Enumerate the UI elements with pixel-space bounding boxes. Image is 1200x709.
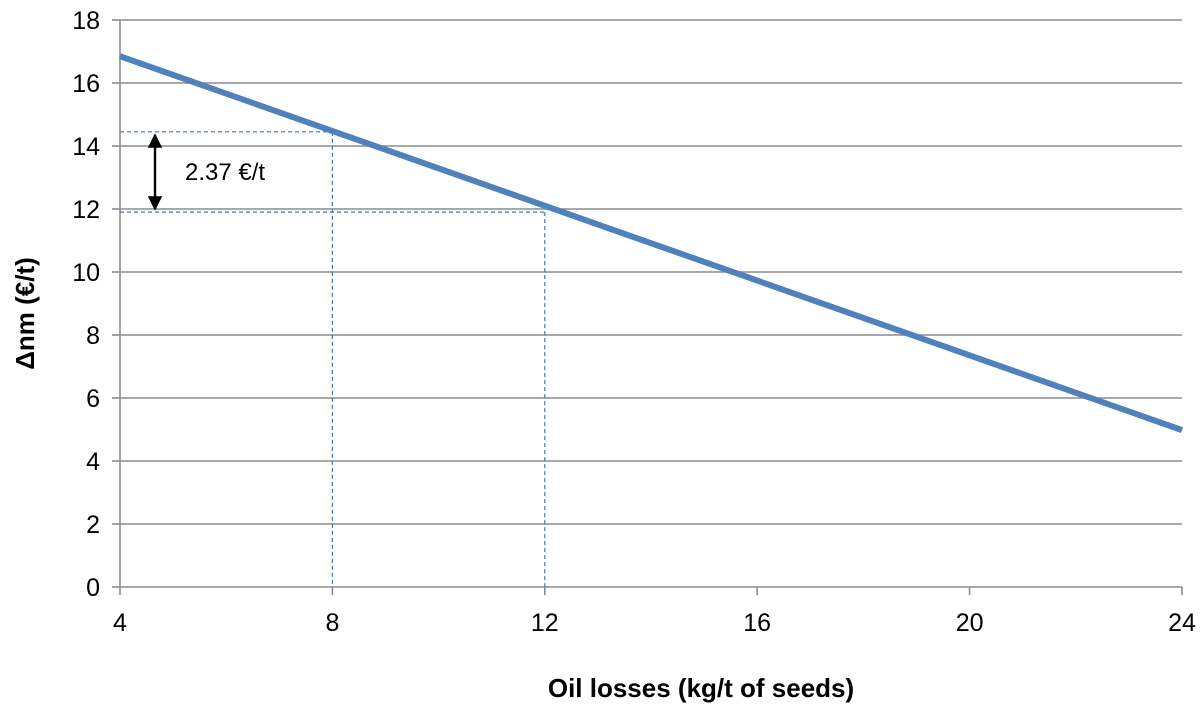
y-tick-label: 18 — [72, 7, 100, 35]
x-tick-label: 8 — [325, 609, 339, 637]
difference-label: 2.37 €/t — [185, 159, 265, 186]
grid-lines — [120, 19, 1182, 525]
y-tick-label: 14 — [72, 133, 100, 161]
x-tick-label: 16 — [743, 609, 771, 637]
y-tick-label: 2 — [86, 511, 100, 539]
y-tick-label: 8 — [86, 322, 100, 350]
series-lines — [119, 53, 1183, 433]
x-tick-label: 12 — [531, 609, 559, 637]
y-tick-label: 6 — [86, 385, 100, 413]
y-axis-title: Δnm (€/t) — [10, 257, 40, 370]
x-tick-label: 24 — [1168, 609, 1196, 637]
annotations: 2.37 €/t — [147, 133, 265, 211]
y-tick-label: 16 — [72, 70, 100, 98]
x-tick-label: 4 — [113, 609, 127, 637]
y-tick-label: 12 — [72, 196, 100, 224]
x-tick-label: 20 — [956, 609, 984, 637]
guide-lines — [120, 131, 546, 587]
y-tick-label: 4 — [86, 448, 100, 476]
y-tick-label: 10 — [72, 259, 100, 287]
axes — [112, 19, 1183, 595]
series-line-0 — [119, 53, 1183, 433]
y-tick-label: 0 — [86, 574, 100, 602]
x-axis-title: Oil losses (kg/t of seeds) — [548, 673, 854, 703]
